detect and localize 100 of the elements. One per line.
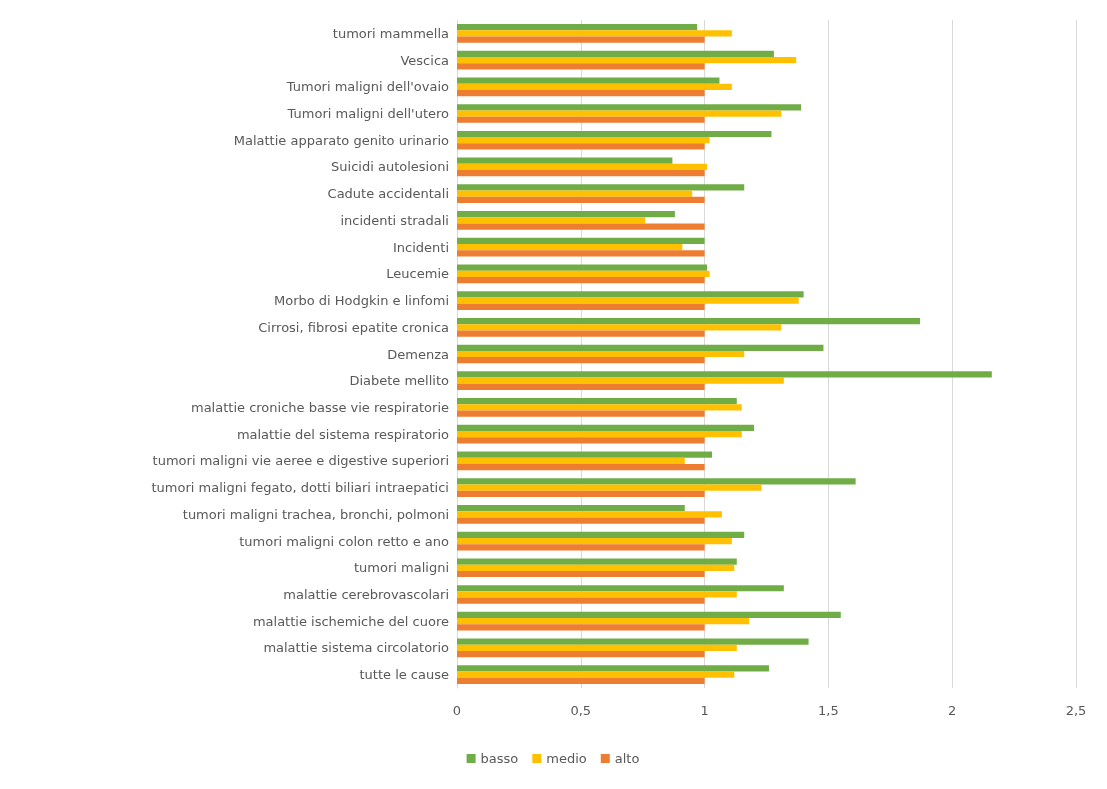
y-tick-label: tumori maligni trachea, bronchi, polmoni — [182, 506, 449, 522]
bar — [457, 611, 841, 619]
bar — [457, 130, 772, 138]
x-tick-label: 1 — [700, 703, 709, 718]
bar — [457, 531, 745, 538]
bar — [457, 410, 705, 417]
y-tick-label: tumori maligni colon retto e ano — [239, 533, 450, 549]
bar — [457, 591, 737, 598]
bar — [457, 83, 732, 90]
bar — [457, 404, 742, 411]
y-tick-label: Suicidi autolesioni — [331, 159, 449, 175]
y-tick-label: Tumori maligni dell'ovaio — [285, 79, 450, 95]
bar — [457, 324, 782, 331]
legend-label: medio — [546, 751, 587, 766]
bar — [457, 537, 732, 545]
bar — [457, 517, 705, 524]
bar — [457, 624, 705, 631]
bar — [457, 330, 705, 337]
x-tick-label: 1,5 — [818, 703, 839, 718]
bar — [457, 618, 750, 625]
y-tick-label: tumori mammella — [332, 25, 449, 41]
y-tick-label: Demenza — [387, 346, 449, 362]
bar — [457, 671, 735, 678]
y-tick-label: Vescica — [400, 52, 449, 68]
bar — [457, 371, 992, 378]
y-tick-label: malattie ischemiche del cuore — [252, 613, 449, 629]
bar — [457, 478, 856, 485]
bar — [457, 424, 755, 432]
x-tick-label: 0,5 — [570, 703, 592, 718]
bar — [457, 597, 705, 604]
bar — [457, 143, 705, 150]
bar — [457, 297, 799, 304]
bar — [457, 244, 683, 251]
bar — [457, 50, 774, 57]
bar — [457, 651, 705, 658]
y-tick-label: Malattie apparato genito urinario — [233, 132, 450, 148]
bar — [457, 270, 710, 277]
y-tick-label: Cirrosi, fibrosi epatite cronica — [258, 319, 449, 335]
y-tick-label: malattie del sistema respiratorio — [236, 426, 450, 442]
y-tick-label: Incidenti — [392, 239, 449, 255]
bar — [457, 56, 797, 64]
legend-label: basso — [480, 751, 519, 766]
y-tick-label: Cadute accidentali — [327, 186, 449, 202]
bar — [457, 398, 737, 405]
legend-label: alto — [614, 751, 640, 766]
bar — [457, 77, 720, 84]
bar — [457, 116, 705, 123]
bar — [457, 665, 769, 672]
bar — [457, 544, 705, 551]
bar — [457, 24, 698, 31]
bar — [457, 250, 705, 257]
bar — [457, 317, 921, 325]
bar — [457, 570, 705, 578]
bar — [457, 638, 809, 645]
x-tick-label: 2 — [948, 703, 957, 718]
y-tick-label: Diabete mellito — [349, 373, 450, 389]
y-tick-label: malattie sistema circolatorio — [263, 640, 450, 656]
y-tick-label: malattie cerebrovascolari — [283, 586, 449, 602]
bar — [457, 457, 685, 464]
y-tick-label: tumori maligni — [354, 560, 449, 576]
bar — [457, 383, 705, 391]
bar — [457, 30, 732, 37]
bar — [457, 63, 705, 70]
bar — [457, 223, 705, 230]
y-tick-label: incidenti stradali — [340, 212, 449, 228]
bar — [457, 291, 804, 298]
bar — [457, 89, 705, 97]
y-tick-label: Tumori maligni dell'utero — [286, 106, 450, 122]
bar — [457, 276, 705, 284]
bar — [457, 170, 705, 177]
bar — [457, 190, 693, 197]
bar — [457, 451, 713, 458]
bar — [457, 437, 705, 444]
bar — [457, 157, 673, 164]
bar — [457, 357, 705, 364]
bar — [457, 344, 824, 351]
bar — [457, 110, 782, 117]
bar — [457, 211, 675, 218]
bar — [457, 137, 710, 144]
bar — [457, 585, 784, 592]
bar — [457, 196, 705, 204]
bar — [457, 504, 685, 512]
y-tick-label: malattie croniche basse vie respiratorie — [190, 399, 449, 415]
bar — [457, 36, 705, 43]
y-tick-label: tutte le cause — [359, 667, 449, 683]
bar — [457, 511, 722, 518]
bar — [457, 217, 646, 224]
bar — [457, 677, 705, 684]
bar — [457, 484, 762, 491]
y-tick-label: tumori maligni fegato, dotti biliari intraepatici — [151, 480, 449, 496]
bar — [457, 264, 708, 271]
bar — [457, 464, 705, 471]
bar — [457, 644, 737, 652]
y-tick-label: tumori maligni vie aeree e digestive superiori — [152, 453, 449, 469]
bar — [457, 350, 745, 358]
bar — [457, 431, 742, 438]
bar — [457, 564, 735, 571]
x-tick-label: 0 — [452, 703, 462, 718]
bar — [457, 237, 705, 244]
bar — [457, 558, 737, 565]
